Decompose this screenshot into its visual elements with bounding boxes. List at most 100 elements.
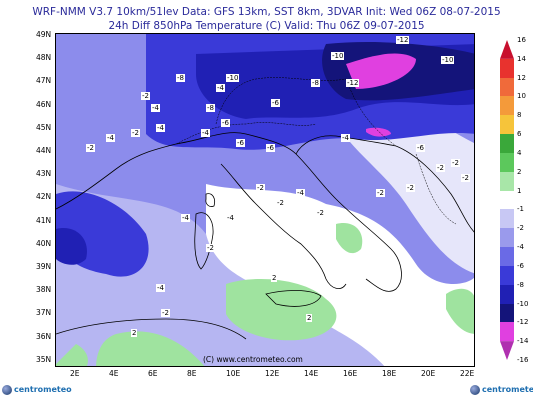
contour-label: 2: [271, 274, 278, 282]
colorbar-tick-label: -12: [517, 318, 529, 327]
contour-label: -6: [221, 119, 230, 127]
colorbar-segment: [500, 303, 514, 323]
lat-label: 44N: [36, 146, 52, 155]
colorbar-segment: [500, 115, 514, 135]
contour-label: -2: [451, 159, 460, 167]
colorbar-segment: [500, 152, 514, 172]
colorbar-tick-label: 8: [517, 111, 522, 120]
contour-label: -2: [131, 129, 140, 137]
region-plus2-apulia: [336, 223, 363, 254]
lon-label: 16E: [343, 369, 358, 378]
contour-label: -2: [316, 209, 325, 217]
lat-label: 38N: [36, 285, 52, 295]
contour-label: -2: [161, 309, 170, 317]
contour-label: -10: [331, 52, 345, 60]
contour-label: -2: [461, 174, 470, 182]
region-plus2-west: [56, 344, 88, 366]
region-plus2-algeria: [96, 331, 205, 366]
contour-label: -2: [206, 244, 215, 252]
colorbar-segment: [500, 190, 514, 210]
contour-label: -4: [156, 284, 165, 292]
colorbar-segment: [500, 322, 514, 342]
lon-label: 2E: [70, 369, 80, 378]
region-plus2-east: [446, 288, 474, 334]
contour-label: -12: [346, 79, 360, 87]
colorbar-segment: [500, 228, 514, 248]
region-minus12: [346, 53, 416, 89]
contour-label: 2: [306, 314, 313, 322]
colorbar-segment: [500, 341, 514, 360]
lon-label: 22E: [460, 369, 475, 378]
contour-label: -8: [311, 79, 320, 87]
contour-label: -6: [236, 139, 245, 147]
colorbar: [500, 40, 514, 360]
colorbar-tick-label: -2: [517, 224, 524, 233]
contour-label: -8: [176, 74, 185, 82]
contour-label: -4: [341, 134, 350, 142]
copyright-text: (C) www.centrometeo.com: [203, 355, 303, 364]
region-plus2-sicily: [226, 279, 337, 341]
contour-label: -2: [406, 184, 415, 192]
logo-right-text: centrometeo: [482, 385, 533, 394]
contour-label: -4: [106, 134, 115, 142]
contour-label: -2: [376, 189, 385, 197]
colorbar-segment: [500, 247, 514, 266]
colorbar-tick-label: -10: [517, 299, 529, 308]
contour-label: -10: [226, 74, 240, 82]
colorbar-segment: [500, 209, 514, 229]
lon-label: 18E: [382, 369, 397, 378]
colorbar-tick-label: -4: [517, 243, 524, 252]
colorbar-tick-label: 12: [517, 73, 526, 82]
contour-label: -4: [181, 214, 190, 222]
contour-label: 2: [131, 329, 138, 337]
map-title: WRF-NMM V3.7 10km/51lev Data: GFS 13km, …: [32, 6, 501, 18]
map-canvas: [56, 34, 474, 366]
lat-label: 49N: [36, 30, 52, 39]
lat-label: 47N: [36, 76, 52, 86]
contour-label: -2: [276, 199, 285, 207]
contour-label: -8: [206, 104, 215, 112]
colorbar-tick-label: -16: [517, 356, 529, 364]
contour-label: -4: [296, 189, 305, 197]
globe-icon: [2, 384, 12, 395]
lat-label: 35N: [36, 354, 52, 364]
colorbar-tick-label: -1: [517, 205, 524, 214]
logo-left-text: centrometeo: [14, 385, 72, 394]
colorbar-segment: [500, 96, 514, 116]
colorbar-tick-label: 16: [517, 36, 526, 44]
lon-label: 14E: [304, 369, 319, 378]
colorbar-tick-label: 6: [517, 130, 522, 139]
colorbar-tick-label: -8: [517, 280, 524, 289]
lon-label: 6E: [148, 369, 158, 378]
lon-label: 12E: [265, 369, 280, 378]
region-minus8-west: [56, 228, 87, 265]
colorbar-tick-label: 14: [517, 54, 526, 63]
lat-label: 36N: [36, 331, 52, 341]
contour-label: -2: [86, 144, 95, 152]
contour-label: -6: [266, 144, 275, 152]
lat-label: 46N: [36, 99, 52, 109]
contour-label: -6: [416, 144, 425, 152]
contour-label: -12: [396, 36, 410, 44]
contour-label: -2: [256, 184, 265, 192]
logo-left: centrometeo: [2, 383, 72, 396]
contour-label: -4: [156, 124, 165, 132]
contour-label: -4: [226, 214, 235, 222]
lon-label: 10E: [226, 369, 241, 378]
contour-label: -4: [151, 104, 160, 112]
colorbar-segment: [500, 77, 514, 97]
contour-label: -6: [271, 99, 280, 107]
lat-label: 45N: [36, 122, 52, 132]
colorbar-tick-label: 2: [517, 167, 522, 176]
lat-label: 48N: [36, 53, 52, 63]
contour-label: -4: [216, 84, 225, 92]
lat-label: 43N: [36, 169, 52, 179]
lat-label: 37N: [36, 308, 52, 318]
colorbar-tick-label: 4: [517, 148, 522, 157]
colorbar-segment: [500, 40, 514, 59]
coastlines: [56, 132, 474, 340]
colorbar-tick-label: 1: [517, 186, 522, 195]
colorbar-segment: [500, 171, 514, 191]
colorbar-segment: [500, 134, 514, 153]
colorbar-segment: [500, 58, 514, 78]
